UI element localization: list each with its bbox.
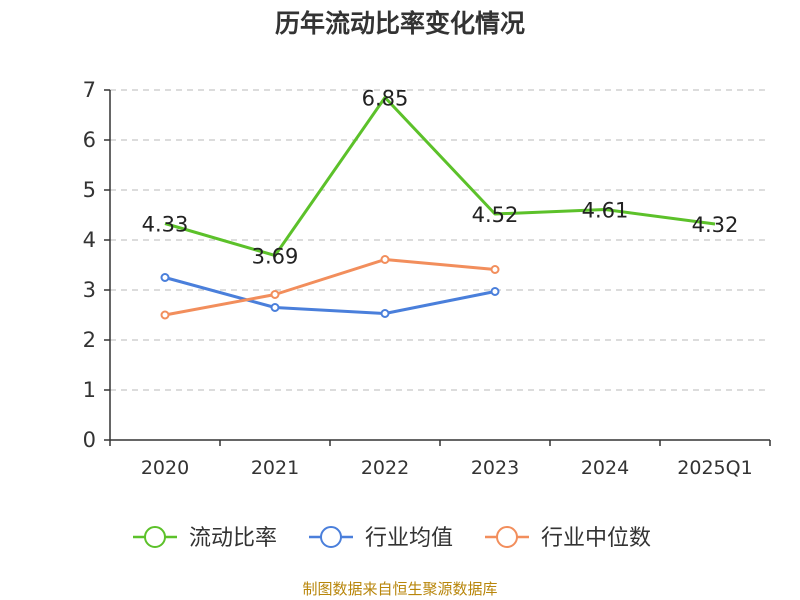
series-line-1 xyxy=(164,276,496,315)
chart-title: 历年流动比率变化情况 xyxy=(274,9,525,38)
legend-marker-icon xyxy=(144,526,166,548)
series-line-0 xyxy=(164,96,716,257)
data-label: 4.33 xyxy=(142,213,189,237)
data-label: 6.85 xyxy=(362,87,409,111)
x-tick-label: 2020 xyxy=(141,457,189,479)
data-point xyxy=(380,255,390,264)
source-note: 制图数据来自恒生聚源数据库 xyxy=(302,580,498,598)
x-tick-label: 2025Q1 xyxy=(677,457,752,479)
data-point xyxy=(490,265,500,274)
axes: 0 1 2 3 4 5 6 7 2020 2021 2022 2023 2024 2025Q1 xyxy=(83,78,771,479)
data-point xyxy=(490,287,500,296)
legend-marker-icon xyxy=(320,526,342,548)
data-point xyxy=(380,309,390,318)
data-point xyxy=(160,310,170,320)
legend-label: 流动比率 xyxy=(189,526,277,551)
legend-item-2[interactable]: 行业中位数 xyxy=(485,526,651,551)
y-tick-label: 3 xyxy=(83,278,96,302)
y-tick-label: 0 xyxy=(83,428,96,452)
legend-item-0[interactable]: 流动比率 xyxy=(133,526,277,551)
data-point xyxy=(270,303,280,312)
data-point xyxy=(160,273,170,282)
legend[interactable]: 流动比率 行业均值 行业中位数 xyxy=(133,526,651,551)
x-tick-label: 2024 xyxy=(581,457,629,479)
y-tick-label: 6 xyxy=(83,128,96,152)
y-tick-label: 5 xyxy=(83,178,96,202)
y-tick-label: 7 xyxy=(83,78,96,102)
y-tick-label: 1 xyxy=(83,378,96,402)
series-line-2 xyxy=(164,258,496,317)
y-tick-label: 4 xyxy=(83,228,96,252)
grid-lines xyxy=(110,89,770,391)
data-label: 4.32 xyxy=(692,213,739,237)
data-label: 4.52 xyxy=(472,203,519,227)
data-label: 3.69 xyxy=(252,245,299,269)
data-labels: 4.33 3.69 6.85 4.52 4.61 4.32 xyxy=(142,87,739,269)
legend-item-1[interactable]: 行业均值 xyxy=(309,526,453,551)
x-tick-label: 2022 xyxy=(361,457,409,479)
x-tick-label: 2023 xyxy=(471,457,519,479)
legend-label: 行业中位数 xyxy=(541,526,651,551)
data-label: 4.61 xyxy=(582,199,629,223)
series-lines xyxy=(160,96,716,320)
legend-marker-icon xyxy=(496,526,518,548)
legend-label: 行业均值 xyxy=(365,526,453,551)
data-point xyxy=(270,290,280,299)
y-tick-label: 2 xyxy=(83,328,96,352)
x-tick-label: 2021 xyxy=(251,457,299,479)
